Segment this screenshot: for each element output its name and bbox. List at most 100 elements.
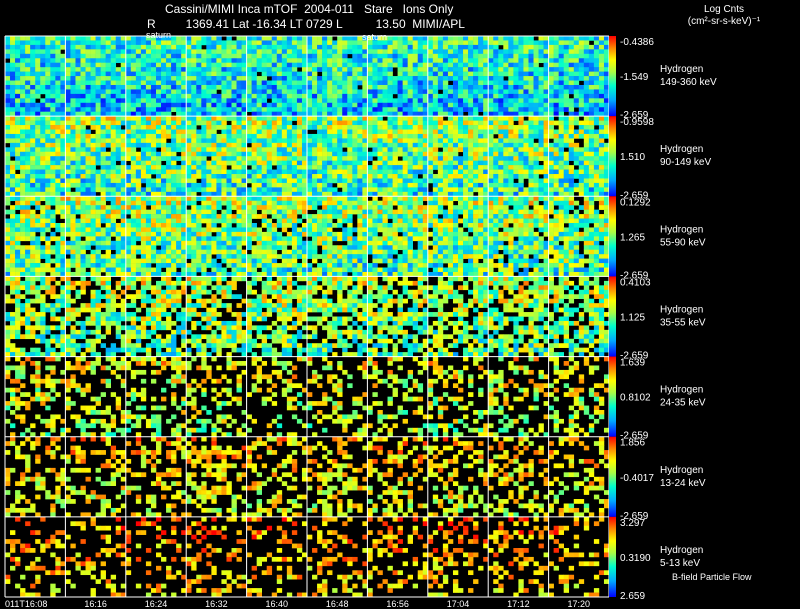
heatmap-cell (145, 142, 152, 148)
heatmap-cell (362, 138, 368, 144)
heatmap-cell (322, 156, 328, 161)
heatmap-cell (150, 116, 157, 121)
heatmap-cell (40, 84, 46, 90)
heatmap-cell (80, 76, 86, 81)
heatmap-cell (156, 98, 162, 104)
heatmap-cell (291, 142, 298, 148)
heatmap-cell (357, 58, 363, 64)
heatmap-cell (221, 98, 227, 104)
heatmap-cell (20, 49, 26, 55)
heatmap-cell (593, 138, 600, 144)
heatmap-cell (498, 147, 504, 153)
heatmap-cell (30, 182, 36, 188)
heatmap-cell (523, 84, 529, 90)
heatmap-cell (145, 40, 152, 46)
heatmap-cell (261, 111, 268, 117)
heatmap-cell (578, 178, 585, 184)
heatmap-cell (593, 178, 600, 184)
heatmap-cell (588, 44, 595, 50)
heatmap-cell (488, 142, 494, 148)
heatmap-cell (377, 138, 383, 144)
heatmap-cell (508, 102, 514, 108)
heatmap-cell (251, 178, 257, 184)
heatmap-cell (216, 142, 222, 148)
heatmap-cell (427, 67, 434, 72)
heatmap-cell (75, 227, 81, 233)
heatmap-cell (176, 205, 182, 210)
heatmap-cell (417, 187, 424, 193)
heatmap-cell (498, 138, 504, 144)
heatmap-cell (156, 240, 162, 246)
heatmap-cell (568, 147, 575, 153)
heatmap-cell (110, 93, 117, 99)
heatmap-cell (337, 89, 343, 95)
heatmap-cell (402, 138, 408, 144)
heatmap-cell (458, 58, 464, 64)
heatmap-cell (573, 169, 580, 175)
heatmap-cell (125, 218, 132, 224)
heatmap-cell (447, 178, 454, 184)
heatmap-cell (241, 191, 247, 197)
heatmap-cell (40, 76, 46, 81)
heatmap-cell (377, 178, 383, 184)
heatmap-cell (70, 49, 76, 55)
heatmap-cell (65, 53, 71, 59)
heatmap-cell (422, 80, 429, 86)
heatmap-cell (30, 218, 36, 224)
heatmap-cell (60, 84, 66, 90)
heatmap-cell (392, 58, 398, 64)
heatmap-cell (367, 53, 373, 59)
heatmap-cell (20, 116, 26, 121)
heatmap-cell (563, 182, 570, 188)
heatmap-cell (145, 169, 152, 175)
heatmap-cell (110, 67, 117, 72)
heatmap-cell (90, 116, 96, 121)
heatmap-cell (357, 174, 363, 179)
heatmap-cell (186, 196, 192, 202)
heatmap-cell (191, 263, 197, 268)
heatmap-cell (120, 58, 127, 64)
heatmap-cell (493, 138, 499, 144)
heatmap-cell (558, 67, 564, 72)
heatmap-cell (382, 178, 388, 184)
heatmap-cell (437, 191, 444, 197)
heatmap-cell (196, 196, 202, 202)
heatmap-cell (498, 62, 504, 68)
heatmap-cell (543, 76, 549, 81)
heatmap-cell (372, 53, 378, 59)
heatmap-cell (503, 174, 509, 179)
heatmap-cell (593, 160, 600, 166)
heatmap-cell (120, 254, 127, 259)
heatmap-cell (191, 111, 197, 117)
heatmap-cell (216, 107, 222, 112)
heatmap-cell (15, 67, 21, 72)
heatmap-cell (417, 44, 424, 50)
heatmap-cell (50, 89, 56, 95)
heatmap-cell (115, 76, 122, 81)
heatmap-cell (312, 156, 318, 161)
heatmap-cell (60, 236, 66, 242)
heatmap-cell (256, 129, 262, 135)
heatmap-cell (145, 156, 152, 161)
heatmap-cell (181, 209, 187, 215)
heatmap-cell (603, 191, 610, 197)
heatmap-cell (95, 40, 101, 46)
heatmap-cell (322, 116, 328, 121)
heatmap-cell (513, 58, 519, 64)
heatmap-cell (442, 71, 449, 77)
heatmap-cell (553, 44, 559, 50)
heatmap-cell (478, 89, 484, 95)
heatmap-cell (573, 53, 580, 59)
heatmap-cell (90, 200, 96, 206)
heatmap-cell (55, 93, 61, 99)
heatmap-cell (130, 142, 137, 148)
heatmap-cell (231, 142, 237, 148)
heatmap-cell (563, 49, 570, 55)
heatmap-cell (181, 142, 187, 148)
heatmap-cell (30, 116, 36, 121)
heatmap-cell (196, 151, 202, 157)
heatmap-cell (468, 58, 474, 64)
heatmap-cell (25, 116, 31, 121)
heatmap-cell (145, 107, 152, 112)
heatmap-cell (352, 84, 358, 90)
